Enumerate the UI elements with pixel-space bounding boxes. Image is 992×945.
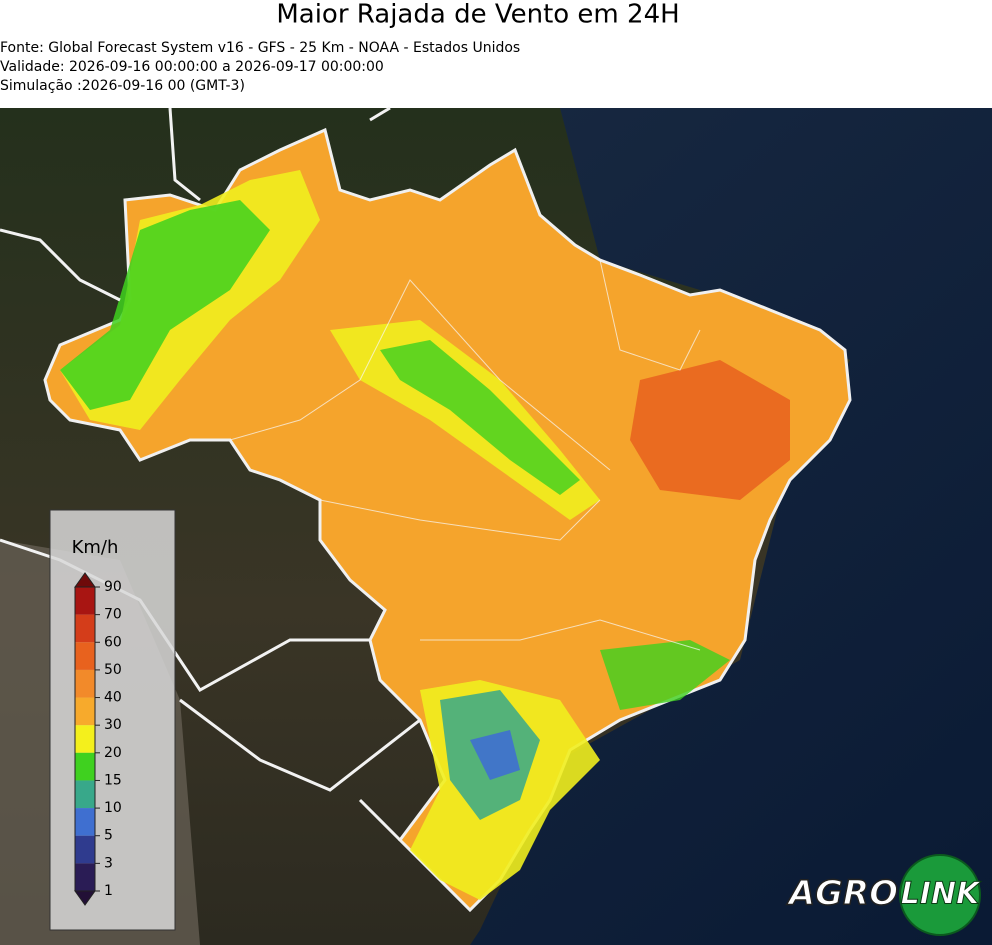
colorbar-tick-label: 90 xyxy=(104,579,122,595)
colorbar-tick-label: 50 xyxy=(104,662,122,678)
colorbar-tick-label: 15 xyxy=(104,772,122,788)
colorbar-tick-label: 5 xyxy=(104,828,113,844)
legend-unit: Km/h xyxy=(72,537,119,558)
south-blue xyxy=(470,730,520,780)
logo-left: AGRO xyxy=(786,874,898,914)
colorbar-segment xyxy=(75,614,95,643)
colorbar-panel: Km/h 90 70 60 50 40 30 20 15 10 5 3 1 xyxy=(49,509,176,931)
colorbar-segment xyxy=(75,725,95,753)
colorbar-segment xyxy=(75,808,95,836)
title: Maior Rajada de Vento em 24H xyxy=(276,0,679,30)
colorbar-tick-label: 40 xyxy=(104,690,122,706)
colorbar-segment xyxy=(75,780,95,809)
southeast-green xyxy=(600,640,730,710)
brazil xyxy=(43,127,852,913)
colorbar-tick-label: 3 xyxy=(104,855,113,871)
colorbar-tick-label: 20 xyxy=(104,745,122,761)
colorbar-segment xyxy=(75,669,95,698)
simulation-line: Simulação :2026-09-16 00 (GMT-3) xyxy=(0,78,245,94)
source-line: Fonte: Global Forecast System v16 - GFS … xyxy=(0,40,520,56)
orange-region xyxy=(630,360,790,500)
logo: AGRO LINK xyxy=(785,854,983,936)
colorbar-segment xyxy=(75,752,95,781)
colorbar-segment xyxy=(75,697,95,726)
legend-box xyxy=(49,509,176,931)
validity-line: Validade: 2026-09-16 00:00:00 a 2026-09-… xyxy=(0,59,384,75)
colorbar-segment xyxy=(75,642,95,670)
logo-circle xyxy=(899,854,981,936)
green-belt xyxy=(380,340,580,495)
colorbar-tick-label: 10 xyxy=(104,800,122,816)
logo-right: LINK xyxy=(901,877,982,912)
colorbar-tick-label: 1 xyxy=(104,883,113,899)
colorbar-segment xyxy=(75,587,95,615)
colorbar-segment xyxy=(75,863,95,891)
colorbar-segment xyxy=(75,835,95,864)
colorbar-tick-label: 70 xyxy=(104,607,122,623)
colorbar-tick-label: 30 xyxy=(104,717,122,733)
colorbar-tick-label: 60 xyxy=(104,634,122,650)
green-region xyxy=(60,200,270,410)
colorbar-outline xyxy=(74,586,96,892)
state-borders xyxy=(229,259,701,651)
